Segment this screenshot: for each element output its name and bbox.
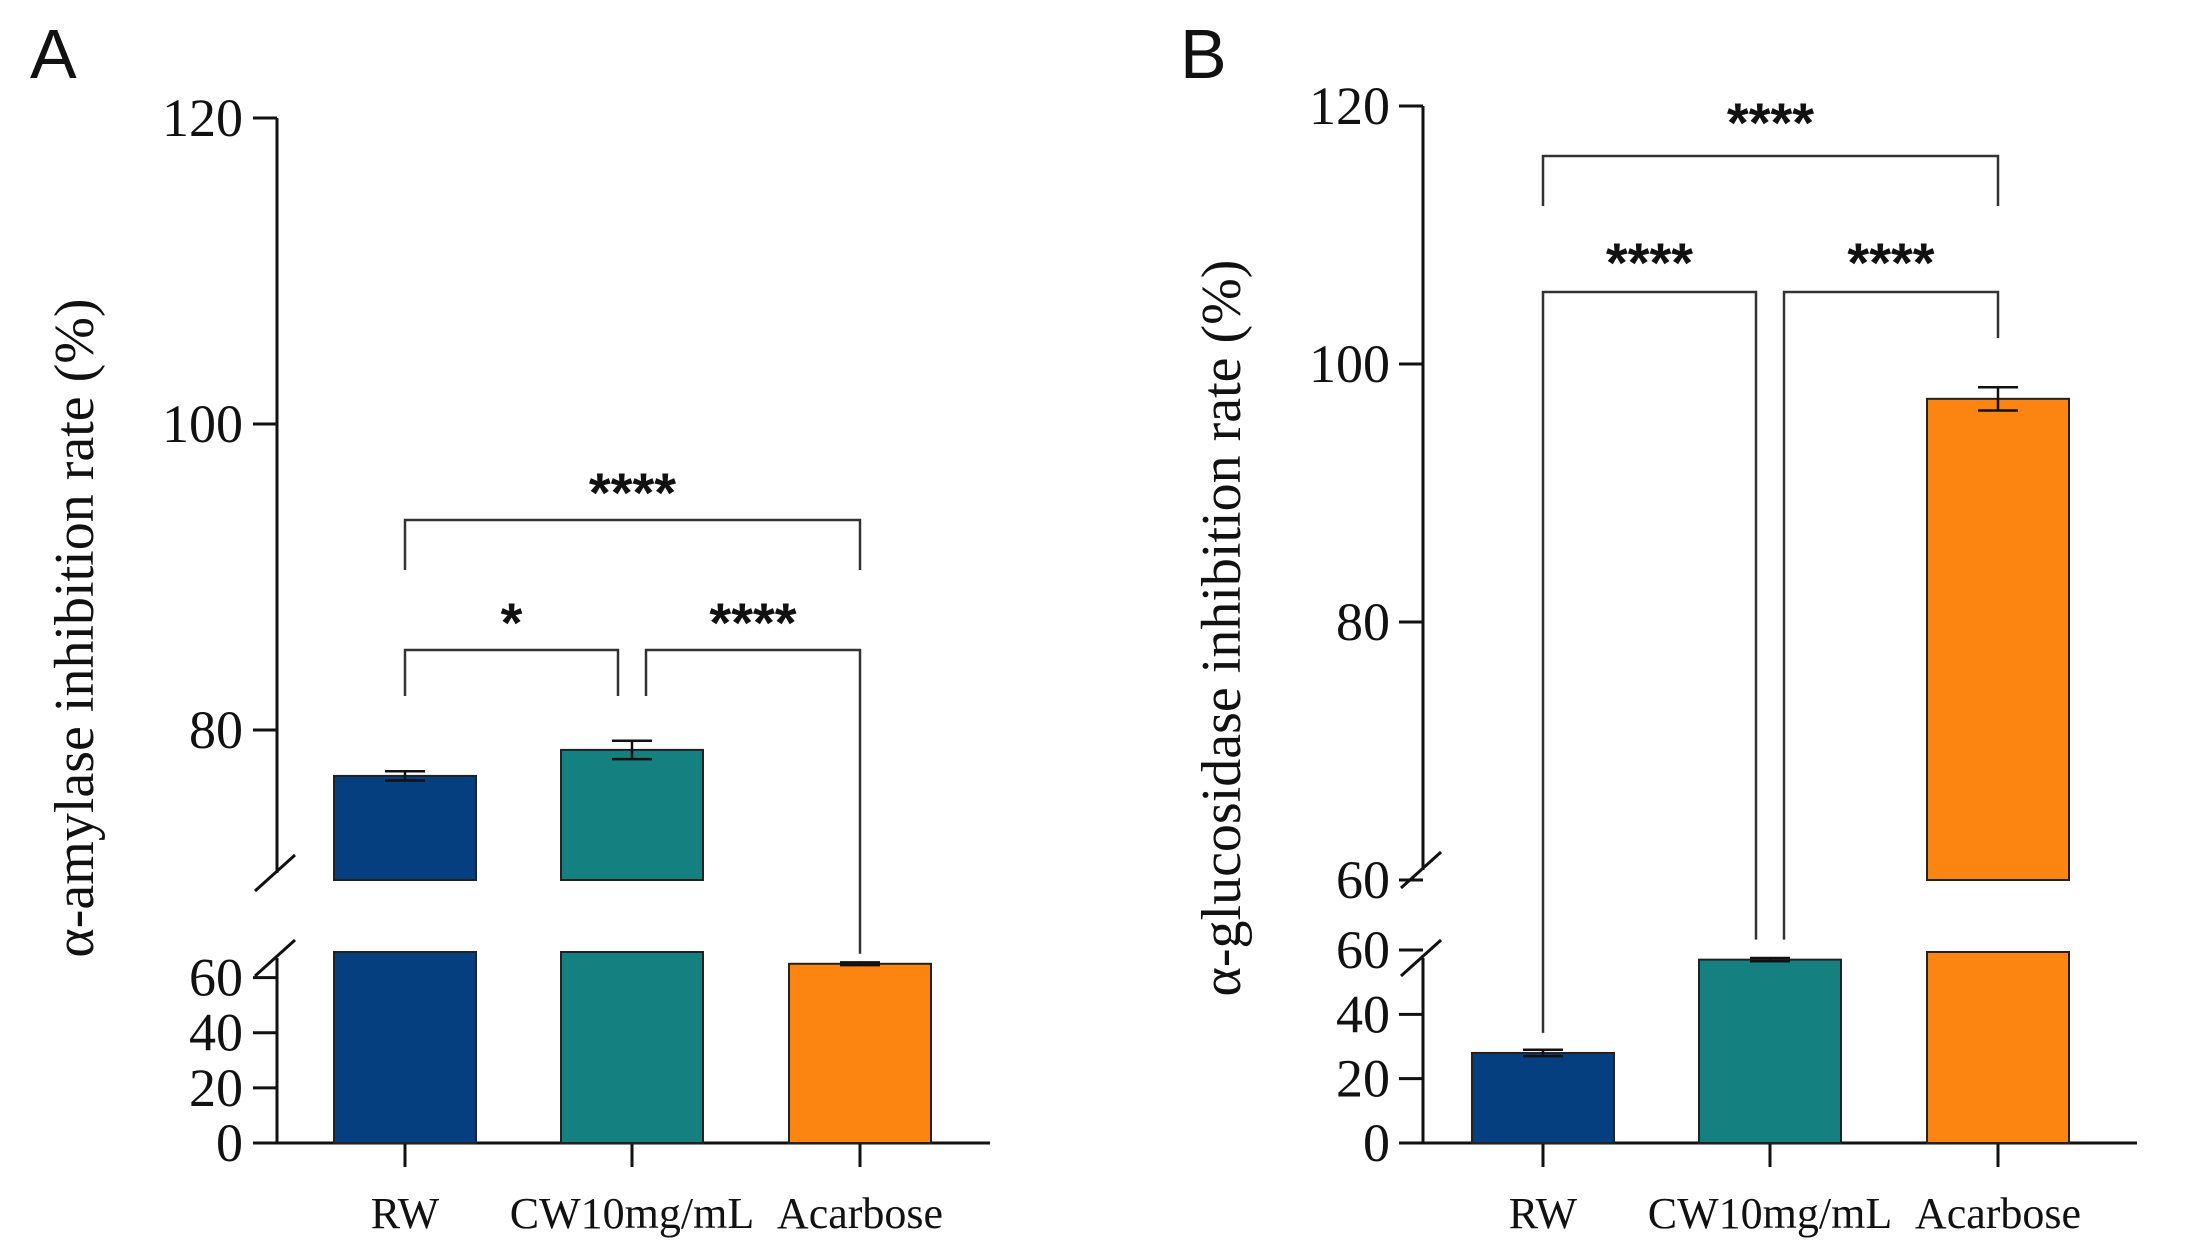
- axis-break-mark: [1399, 850, 1443, 890]
- x-tick-label: RW: [1509, 1189, 1578, 1238]
- y-tick-label: 20: [189, 1058, 243, 1118]
- bar-lower-segment: [1926, 951, 2070, 1144]
- significance-label: ****: [1606, 231, 1693, 294]
- y-tick-label: 100: [162, 394, 243, 454]
- y-tick-label: 120: [162, 88, 243, 148]
- y-tick-label: 100: [1309, 334, 1390, 394]
- y-tick-label: 20: [1336, 1049, 1390, 1109]
- y-tick-label: 0: [216, 1113, 243, 1173]
- significance-bracket: [403, 518, 862, 570]
- y-tick-label: 40: [189, 1003, 243, 1063]
- panel-letter: A: [30, 15, 77, 93]
- y-axis-title: α-glucosidase inhibition rate (%): [1191, 260, 1253, 997]
- y-tick-label: 40: [1336, 984, 1390, 1044]
- x-tick-label: Acarbose: [777, 1189, 943, 1238]
- bar: [1471, 1051, 1615, 1145]
- significance-label: *: [501, 591, 523, 654]
- bar: [788, 962, 932, 1144]
- significance-label: ****: [1847, 231, 1934, 294]
- y-tick-label: 120: [1309, 76, 1390, 136]
- y-axis-title: α-amylase inhibition rate (%): [44, 298, 106, 957]
- x-tick-label: RW: [371, 1189, 440, 1238]
- significance-bracket: [1541, 290, 1758, 1033]
- x-tick-label: CW10mg/mL: [1648, 1189, 1892, 1238]
- significance-label: ****: [709, 591, 796, 654]
- bar-lower-segment: [333, 951, 477, 1144]
- panel-letter: B: [1180, 15, 1227, 93]
- significance-bracket: [1541, 154, 2000, 206]
- significance-label: ****: [1727, 91, 1814, 154]
- y-tick-label: 0: [1363, 1113, 1390, 1173]
- axis-break-mark: [253, 853, 297, 893]
- x-tick-label: CW10mg/mL: [510, 1189, 754, 1238]
- significance-bracket: [1782, 290, 2000, 940]
- y-tick-label: 80: [189, 700, 243, 760]
- significance-bracket: [403, 648, 620, 696]
- y-tick-label: 80: [1336, 592, 1390, 652]
- bar: [560, 748, 704, 882]
- y-tick-label: 60: [1336, 850, 1390, 910]
- axis-break-mark: [1399, 938, 1443, 978]
- x-tick-label: Acarbose: [1915, 1189, 2081, 1238]
- bar: [333, 774, 477, 882]
- y-tick-label: 60: [1336, 920, 1390, 980]
- significance-bracket: [644, 648, 862, 954]
- y-tick-label: 60: [189, 948, 243, 1008]
- axis-break-mark: [253, 938, 297, 978]
- significance-label: ****: [589, 461, 676, 524]
- bar: [1926, 397, 2070, 881]
- bar: [1698, 958, 1842, 1145]
- bar-lower-segment: [560, 951, 704, 1144]
